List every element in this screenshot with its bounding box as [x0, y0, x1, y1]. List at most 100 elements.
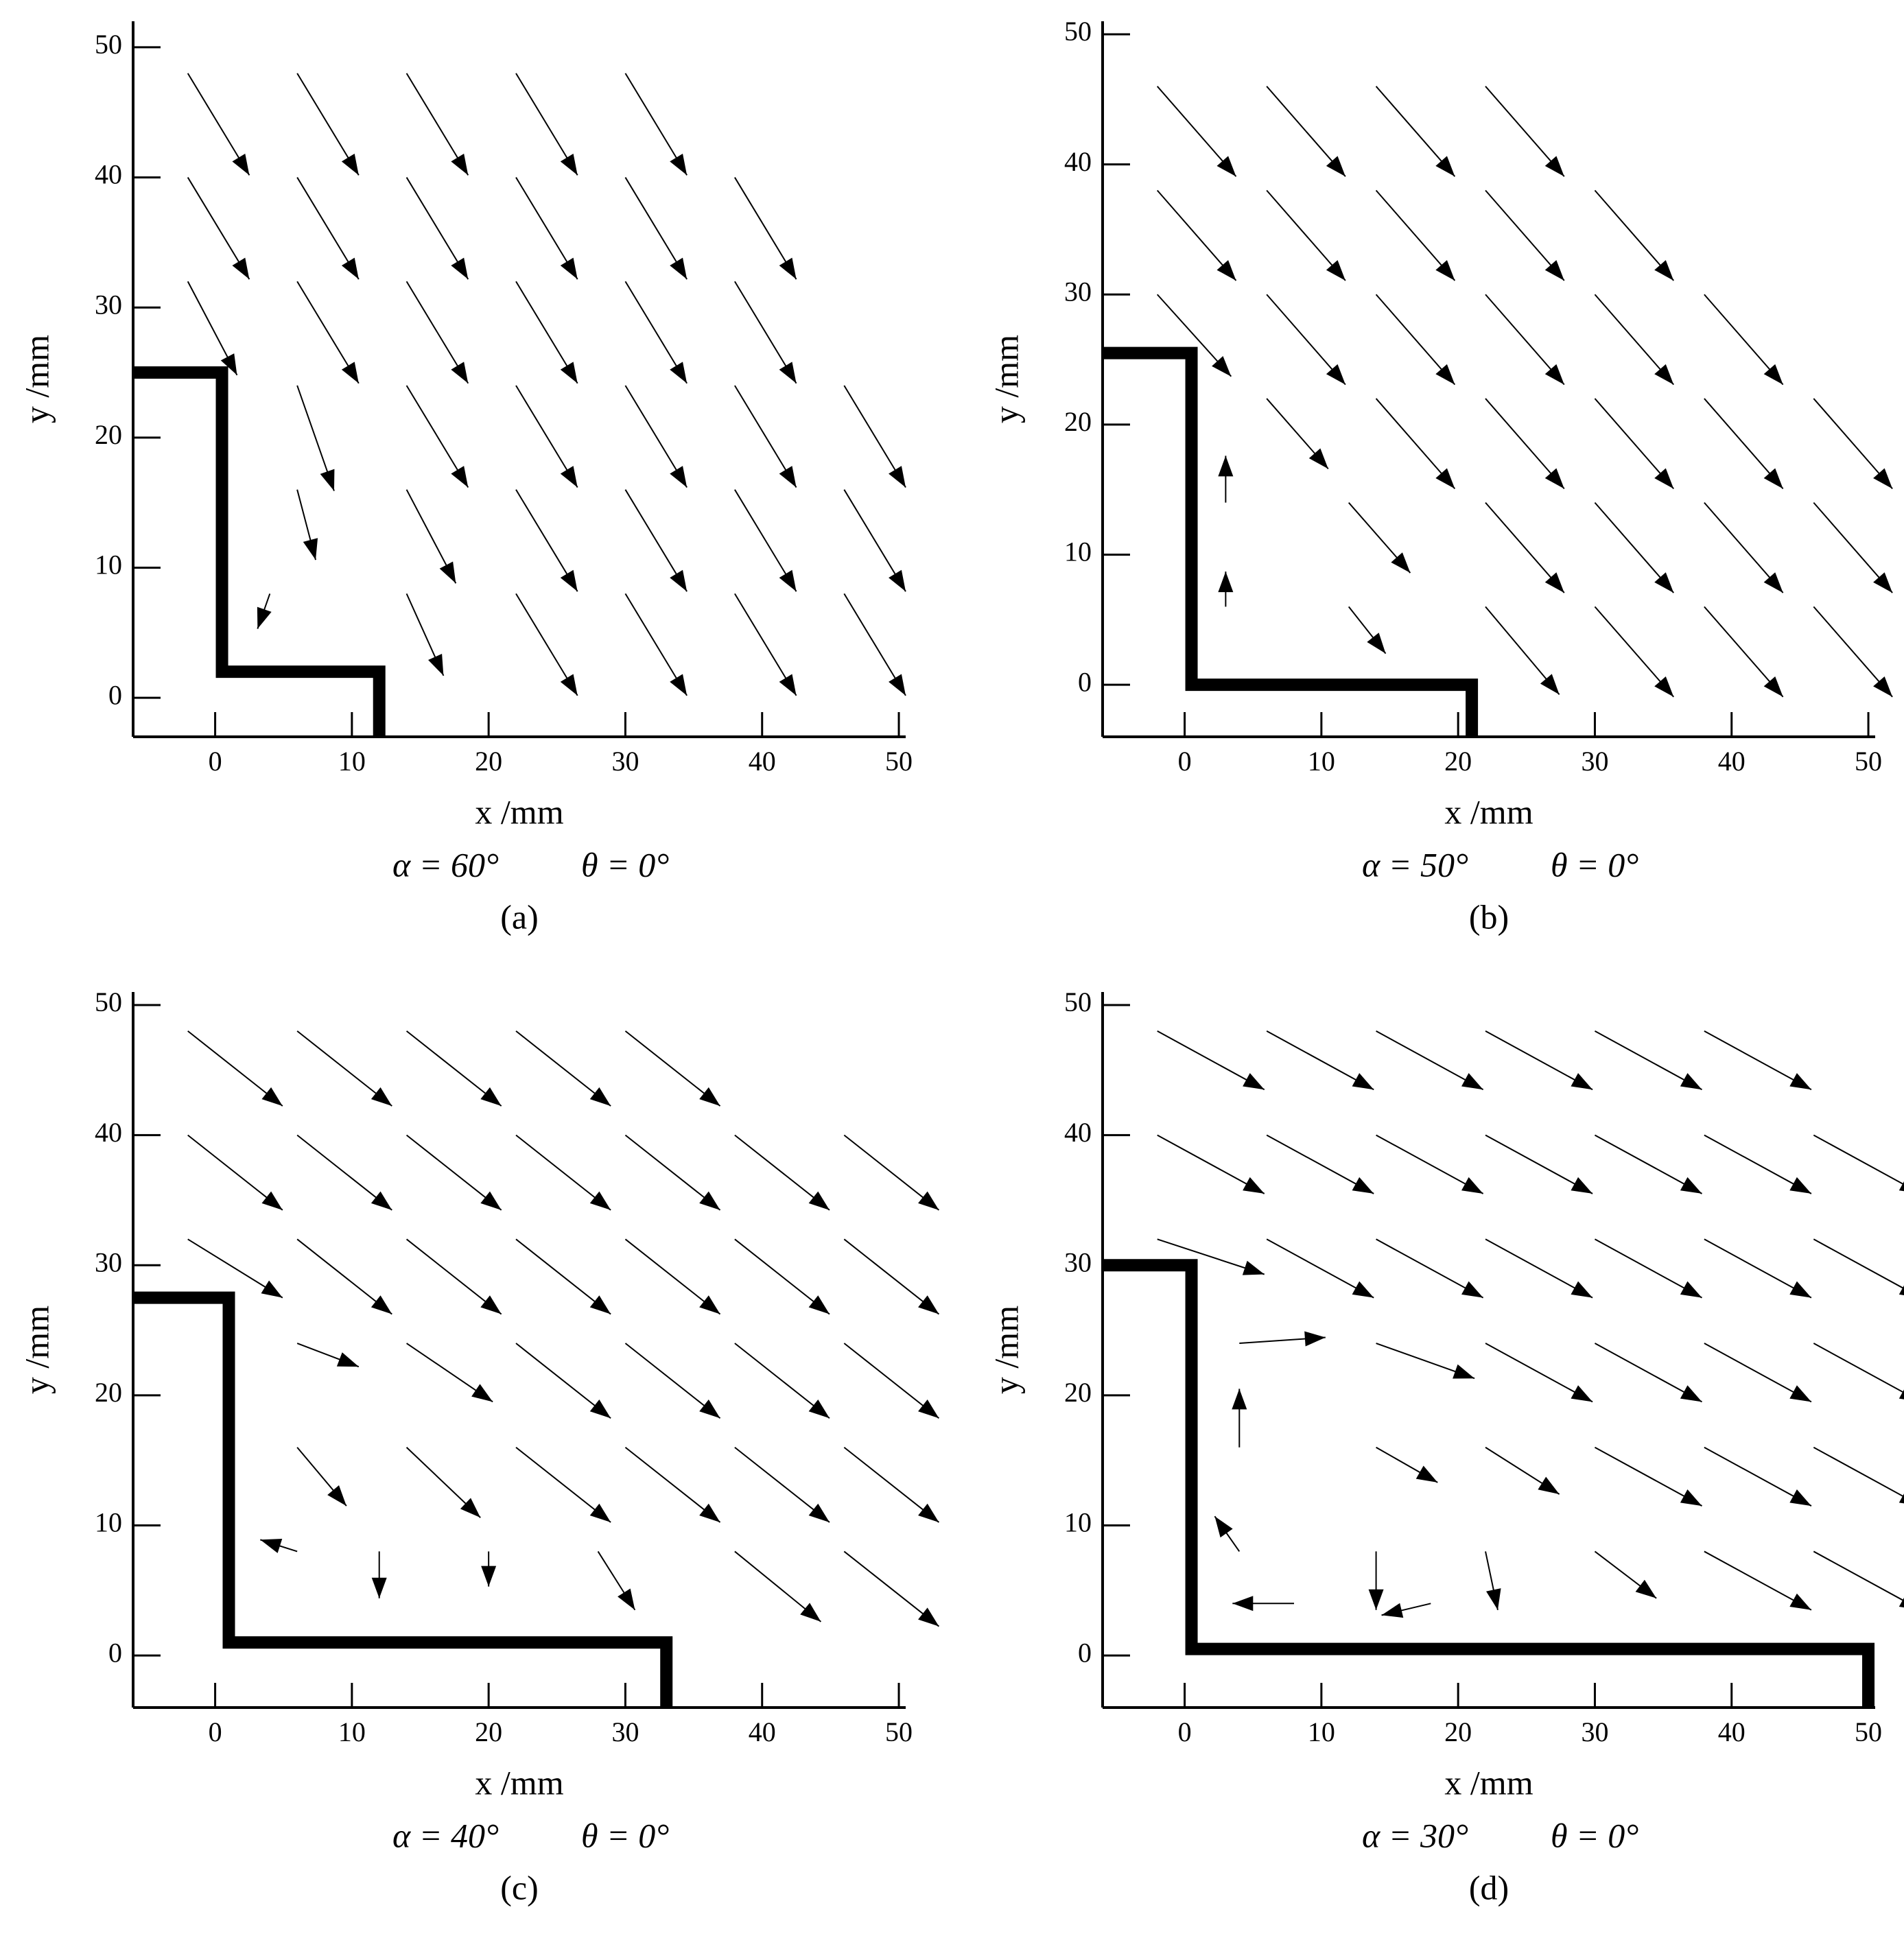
vector-arrow: [1704, 1446, 1812, 1507]
arrow-head: [1352, 1281, 1374, 1298]
arrow-head: [779, 362, 797, 383]
x-axis-label: x /mm: [1444, 792, 1533, 831]
arrow-head: [1544, 468, 1564, 489]
arrow-head: [232, 153, 250, 176]
y-tick-label: 40: [1064, 1117, 1092, 1148]
vector-arrow: [1485, 1343, 1593, 1403]
vector-arrow: [1485, 501, 1565, 593]
vector-arrow: [1594, 1134, 1702, 1194]
vector-arrow: [1214, 1515, 1241, 1553]
vector-arrow: [1266, 1030, 1374, 1091]
vector-arrow: [296, 1238, 392, 1315]
arrow-head: [1635, 1579, 1657, 1598]
arrow-head: [1415, 1465, 1438, 1483]
vector-arrow: [187, 281, 238, 376]
vector-arrow: [187, 1238, 283, 1299]
arrow-head: [1381, 1603, 1404, 1618]
alpha-label: α = 50°: [1362, 845, 1468, 884]
vector-arrow: [515, 1238, 611, 1315]
vector-arrow: [1348, 501, 1411, 574]
vector-arrow: [1594, 1238, 1702, 1299]
arrow-head: [1899, 1285, 1904, 1295]
y-tick-label: 30: [95, 1247, 122, 1277]
x-tick-label: 10: [338, 746, 366, 777]
alpha-label: α = 30°: [1362, 1816, 1468, 1854]
vector-arrow: [515, 1446, 611, 1523]
x-tick-label: 50: [885, 746, 913, 777]
y-tick-label: 30: [1064, 1247, 1092, 1277]
arrow-head: [589, 1087, 611, 1107]
vector-arrow: [515, 73, 578, 176]
vector-arrow: [296, 385, 335, 491]
x-tick-label: 20: [475, 746, 502, 777]
x-tick-label: 30: [1581, 1716, 1608, 1747]
arrow-head: [918, 1295, 939, 1314]
vector-arrow: [187, 73, 250, 176]
y-tick-label: 50: [95, 29, 122, 60]
arrow-head: [589, 1503, 611, 1522]
arrow-head: [1654, 260, 1674, 281]
vector-arrow: [1376, 1134, 1484, 1194]
vector-arrow: [624, 1446, 721, 1523]
vector-arrow: [1704, 398, 1784, 490]
vector-arrow: [515, 281, 578, 384]
arrow-head: [699, 1295, 720, 1314]
vector-arrow: [406, 177, 469, 280]
vector-arrow: [1813, 1134, 1904, 1192]
arrow-head: [1461, 1073, 1483, 1090]
y-tick-label: 50: [95, 987, 122, 1017]
vector-arrow: [597, 1550, 636, 1611]
vector-arrow: [843, 1446, 940, 1523]
theta-label: θ = 0°: [1551, 1816, 1638, 1854]
arrow-head: [1680, 1385, 1702, 1402]
arrow-shaft: [1813, 1550, 1904, 1602]
arrow-head: [232, 257, 250, 280]
vector-arrow: [1485, 189, 1565, 281]
y-tick-label: 20: [1064, 406, 1092, 437]
vector-arrow: [1375, 294, 1456, 386]
arrow-head: [1242, 1260, 1265, 1275]
arrow-head: [1435, 156, 1455, 177]
arrow-head: [1352, 1177, 1374, 1194]
arrow-head: [1763, 468, 1783, 489]
vector-arrow: [1594, 501, 1674, 593]
y-axis-label: y /mm: [987, 335, 1025, 423]
arrow-head: [1326, 156, 1345, 177]
vector-arrow: [624, 593, 687, 696]
y-tick-label: 20: [95, 1377, 122, 1408]
y-tick-label: 20: [95, 419, 122, 450]
arrow-head: [808, 1400, 830, 1419]
vector-arrow: [1813, 1238, 1904, 1295]
panel: 0 10 20 30 40 50 0 10 20 30 40 50 x /mm α = 30° θ = 0°…: [987, 987, 1904, 1907]
vector-arrow: [1218, 456, 1234, 503]
arrow-head: [261, 1087, 283, 1107]
vector-arrow: [1375, 189, 1456, 281]
arrow-head: [1461, 1177, 1483, 1194]
arrow-head: [1873, 572, 1893, 593]
vector-arrow: [296, 281, 360, 384]
arrow-head: [1654, 572, 1674, 593]
arrow-head: [257, 606, 272, 629]
vector-arrow: [1704, 1134, 1812, 1194]
vector-arrow: [406, 593, 445, 676]
y-tick-label: 0: [108, 679, 122, 710]
arrow-head: [560, 257, 578, 280]
arrow-head: [1654, 676, 1674, 697]
vector-arrow: [1376, 1446, 1438, 1483]
arrow-head: [1461, 1281, 1483, 1298]
vector-arrow: [515, 593, 578, 696]
arrow-head: [1435, 468, 1455, 489]
x-tick-label: 50: [1855, 1716, 1882, 1747]
x-tick-label: 50: [885, 1716, 913, 1747]
vector-arrow: [296, 1134, 392, 1211]
y-tick-label: 0: [1078, 1637, 1092, 1668]
panel: 0 10 20 30 40 50 0 10 20 30 40 50 x /mm α = 60° θ = 0°…: [17, 21, 913, 936]
arrow-head: [1763, 364, 1783, 385]
vector-arrow: [734, 281, 797, 384]
arrow-head: [1544, 260, 1564, 281]
arrow-head: [439, 561, 456, 584]
arrow-head: [808, 1295, 830, 1314]
vector-arrow: [1381, 1603, 1431, 1618]
x-tick-label: 30: [1581, 746, 1608, 777]
vector-arrow: [515, 177, 578, 280]
